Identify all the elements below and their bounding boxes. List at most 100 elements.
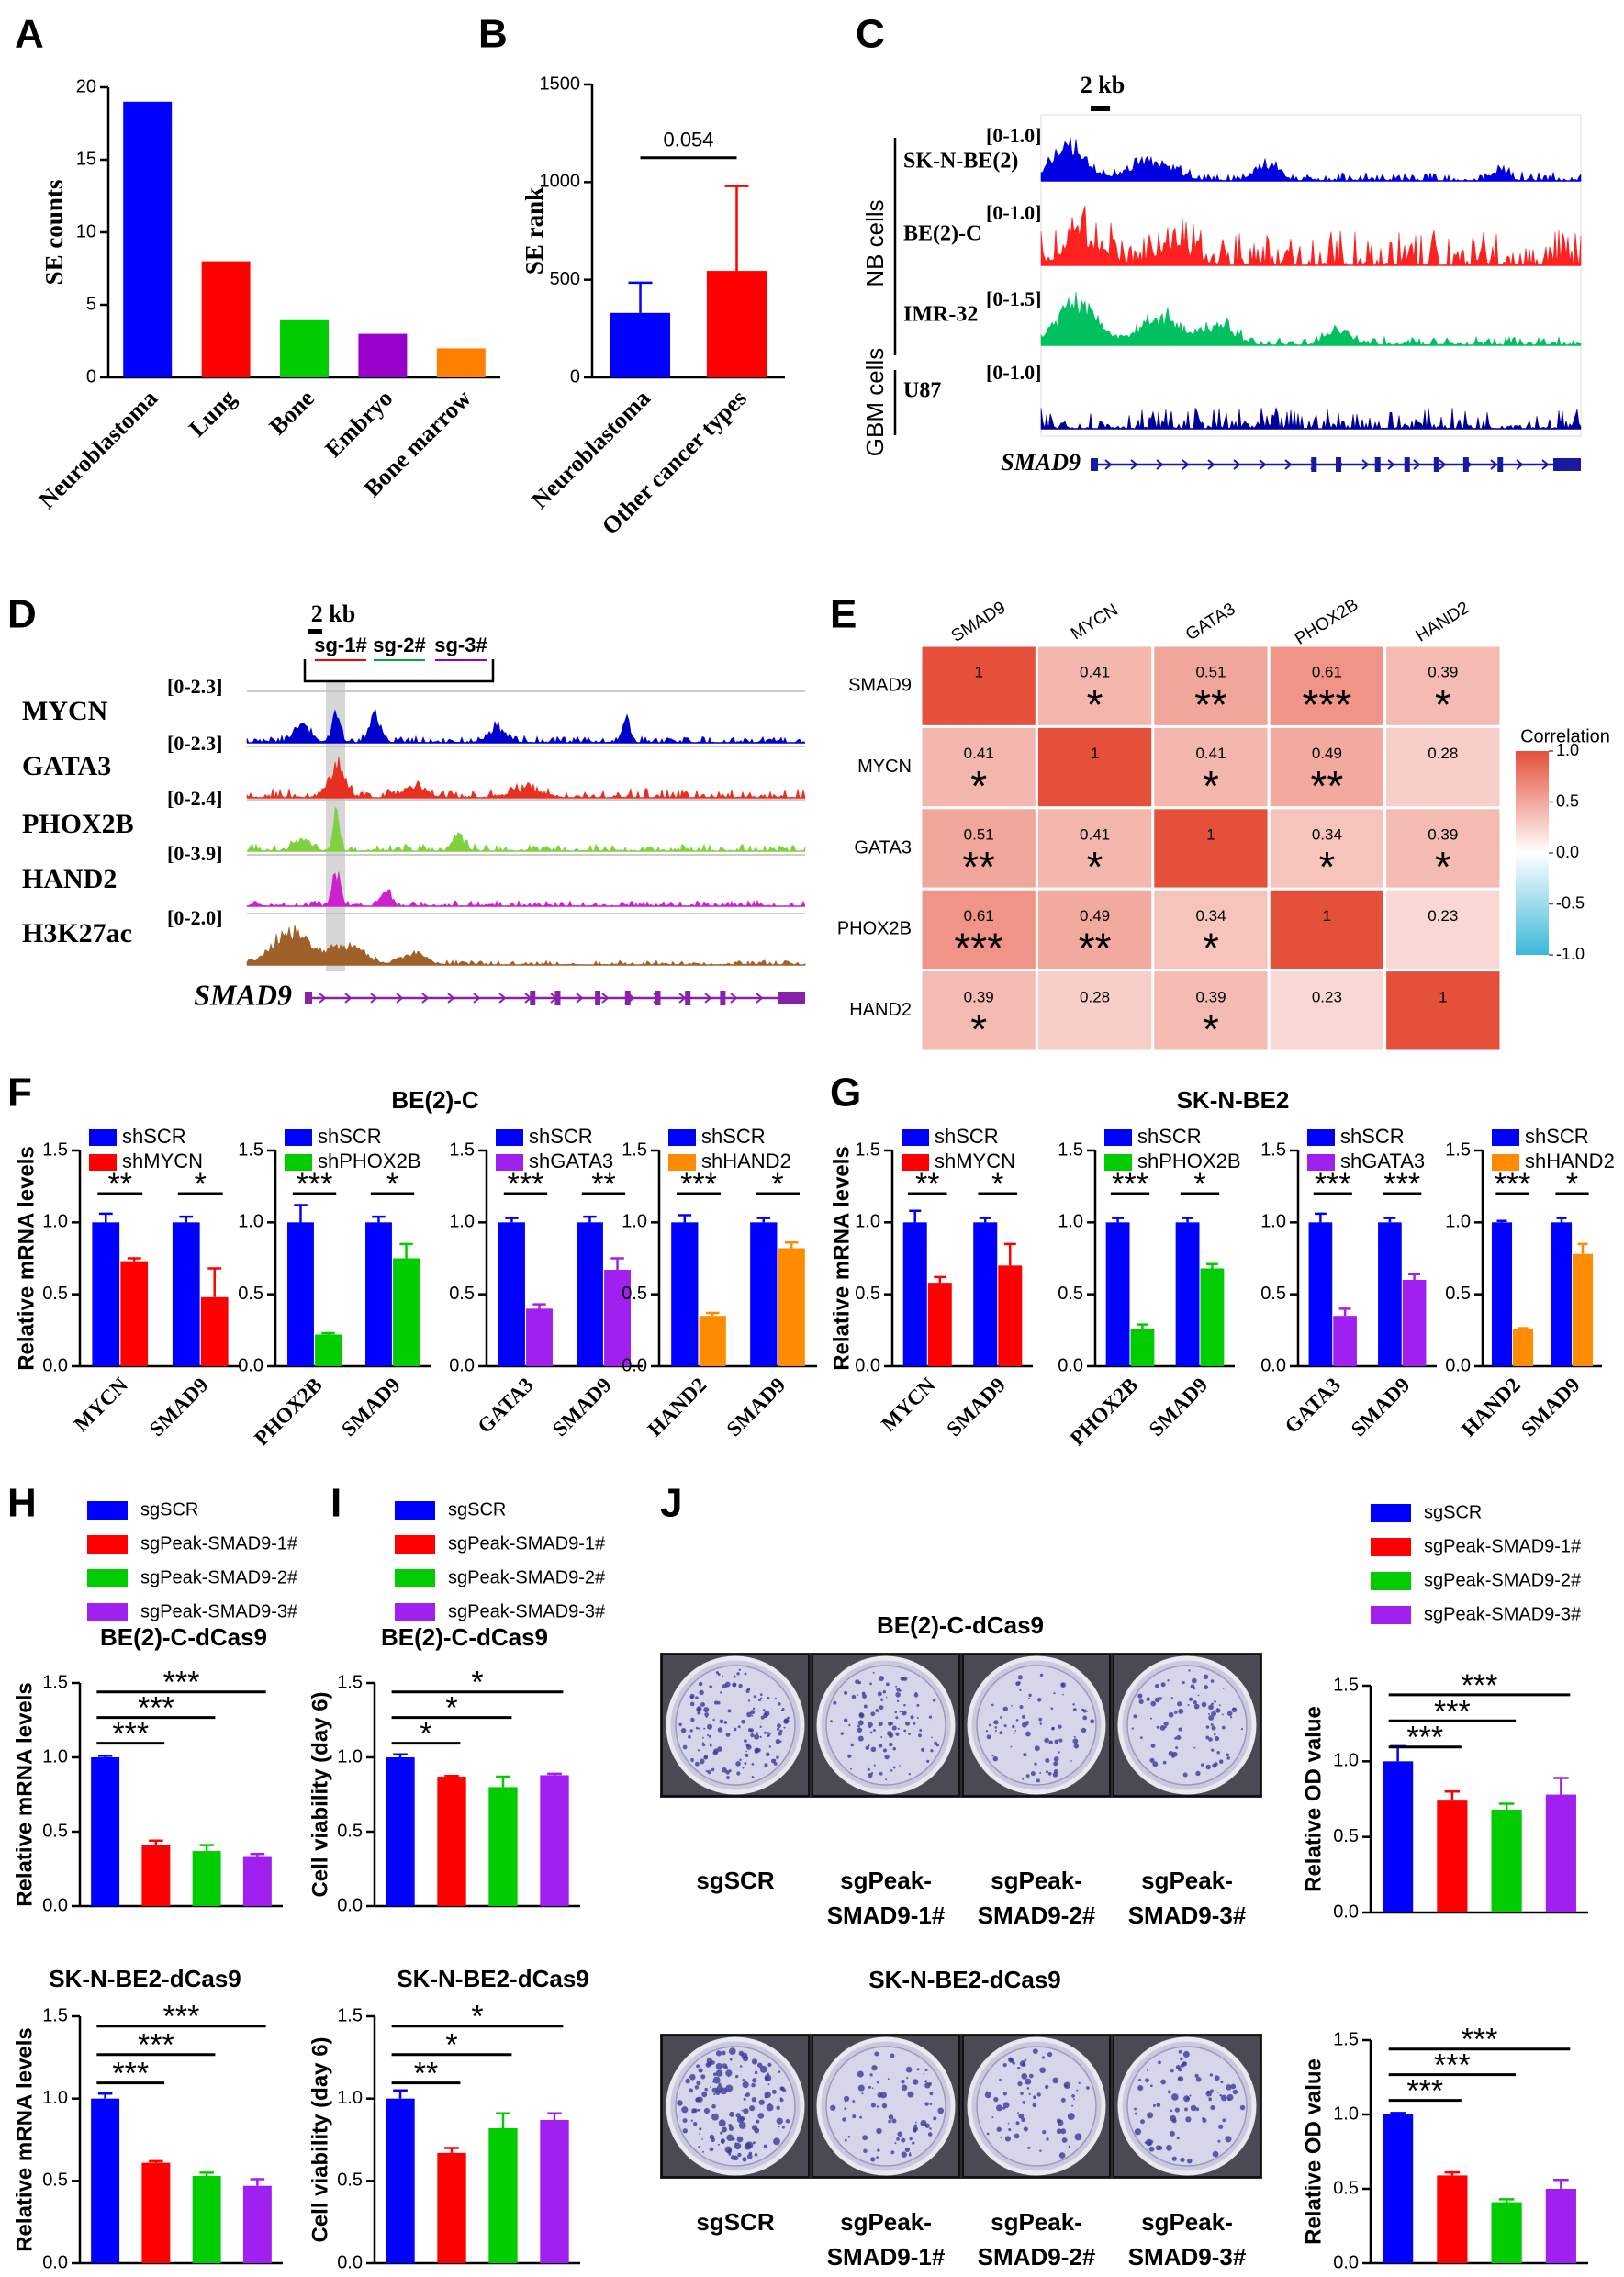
colony [782, 2088, 787, 2092]
colony [717, 1727, 723, 1733]
colony [882, 1690, 887, 1694]
colony [713, 2092, 716, 2096]
cell-annotation: * [1087, 843, 1103, 891]
significance-label: *** [1406, 2074, 1443, 2109]
colony [729, 2058, 733, 2061]
y-axis-label: Relative mRNA levels [14, 1146, 39, 1371]
colony [924, 2069, 928, 2072]
colony [712, 2076, 721, 2084]
colony [859, 2115, 863, 2119]
cell-annotation: * [1203, 762, 1219, 810]
panel-letter: B [478, 12, 508, 57]
track-name: MYCN [22, 696, 108, 726]
colony [1193, 1703, 1200, 1710]
colony [752, 2141, 756, 2145]
colony [1168, 1751, 1174, 1756]
colony [1056, 2128, 1062, 2135]
cell-value: 0.51 [964, 825, 994, 843]
legend-label: shMYCN [122, 1150, 203, 1172]
colony [734, 2142, 742, 2150]
legend-swatch [285, 1154, 312, 1171]
colony [844, 2107, 847, 2111]
error-bar [1577, 1242, 1588, 1254]
colony [994, 1726, 998, 1729]
colony [1012, 2061, 1015, 2065]
heatmap-cell [1035, 724, 1155, 810]
x-tick-label: Embryo [320, 385, 398, 463]
colony [923, 2072, 925, 2075]
error-bar [1112, 1217, 1125, 1223]
scale-label: 2 kb [311, 600, 355, 627]
exon [655, 991, 661, 1005]
significance-label: 0.054 [663, 129, 713, 151]
legend-swatch [496, 1154, 523, 1171]
cell-value: 0.41 [964, 745, 994, 762]
error-bar [1553, 1777, 1569, 1795]
y-tick-label: 1.5 [1333, 1675, 1359, 1695]
colony [895, 1732, 900, 1736]
colony [1210, 2104, 1215, 2111]
colony [680, 1728, 687, 1733]
group-label: NB cells [861, 199, 889, 286]
error-bar [444, 1775, 459, 1778]
colony [913, 2124, 917, 2127]
cell-value: 1 [1091, 745, 1099, 762]
y-tick-label: 0.5 [855, 1284, 880, 1304]
error-bar [705, 1311, 720, 1317]
colony [1194, 2073, 1199, 2078]
colony [1023, 2126, 1028, 2132]
colony [763, 1731, 767, 1734]
legend-label: sgPeak-SMAD9-1# [1424, 1536, 1582, 1556]
colony [892, 1746, 896, 1751]
colony [759, 1697, 763, 1699]
colony [690, 2119, 693, 2122]
significance-label: * [1566, 1167, 1578, 1202]
colony [704, 1712, 709, 1717]
error-bar [1556, 1217, 1567, 1223]
colony [857, 2070, 864, 2078]
colony [700, 2074, 706, 2080]
colony [1017, 2066, 1021, 2070]
error-bar [98, 1212, 113, 1223]
colony [779, 2098, 784, 2103]
colony [1134, 2107, 1137, 2111]
colony [699, 1689, 704, 1696]
colony [895, 1685, 898, 1688]
significance-label: * [771, 1167, 783, 1202]
error-bar [444, 2147, 459, 2153]
colony [1222, 2118, 1226, 2123]
colony [1152, 2103, 1156, 2107]
colony [1158, 2146, 1163, 2150]
colony [833, 1700, 837, 1705]
legend-label: shSCR [701, 1125, 766, 1148]
legend-label: sgPeak-SMAD9-2# [1424, 1570, 1582, 1590]
bar [604, 1270, 631, 1366]
colony [991, 1755, 994, 1757]
colony [847, 2136, 851, 2138]
y-tick-label: 1.0 [1333, 1751, 1359, 1771]
colony [879, 1771, 883, 1776]
colony [873, 1764, 876, 1767]
colony [1170, 2109, 1173, 2113]
colony [1022, 2101, 1025, 2104]
colony [857, 2084, 865, 2092]
colony [890, 2150, 895, 2155]
colony [681, 2106, 689, 2114]
legend-label: shHAND2 [701, 1150, 791, 1172]
x-tick-label: MYCN [70, 1373, 133, 1436]
track-name: BE(2)-C [903, 222, 981, 246]
colony [1007, 2122, 1010, 2125]
legend-swatch [1371, 1504, 1411, 1522]
colony [717, 1673, 721, 1676]
colony [891, 2118, 897, 2124]
colony [1028, 2092, 1031, 2095]
y-axis-label: Relative OD value [1301, 1706, 1326, 1892]
error-bar [207, 1267, 222, 1297]
colony [901, 2151, 907, 2158]
colony [885, 1778, 888, 1781]
colony [1190, 2104, 1197, 2112]
plate-inner [976, 1665, 1097, 1786]
colony [857, 1735, 864, 1742]
colony [890, 2053, 895, 2058]
cell-value: 0.41 [1080, 825, 1110, 843]
